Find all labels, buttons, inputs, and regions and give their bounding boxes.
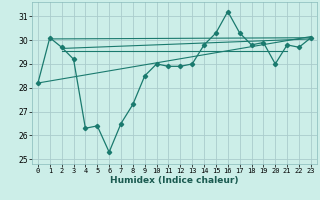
X-axis label: Humidex (Indice chaleur): Humidex (Indice chaleur): [110, 176, 239, 185]
